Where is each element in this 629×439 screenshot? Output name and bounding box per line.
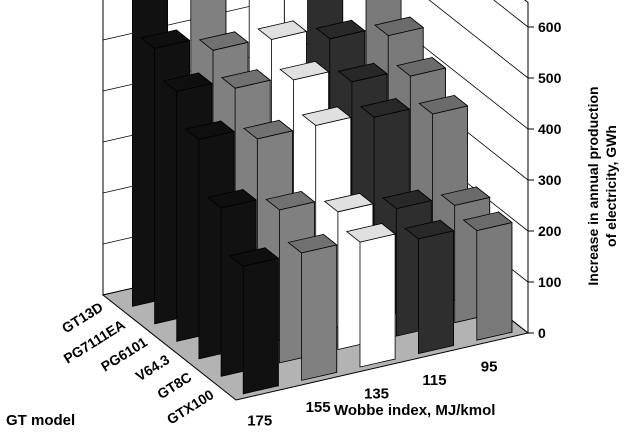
z-tick-label: 600 — [538, 19, 562, 35]
bar-top-face — [257, 20, 308, 40]
z-tick-label: 500 — [538, 70, 562, 86]
bar-GTX100-175 — [228, 246, 280, 395]
z-tick-label: 100 — [538, 274, 562, 290]
bar-front-face — [301, 244, 338, 381]
bar-top-face — [418, 94, 469, 115]
bar-top-face — [373, 16, 425, 37]
bar-top-face — [396, 57, 447, 77]
bar-top-face — [198, 31, 249, 51]
x-category-label: 175 — [247, 412, 272, 429]
bar-top-face — [220, 69, 272, 89]
z-axis-ticks: 0 100 200 300 400 500 600 — [528, 19, 562, 341]
x-category-label: 115 — [422, 372, 446, 389]
z-tick-label: 300 — [538, 172, 562, 188]
bar-top-face — [206, 189, 258, 209]
x-axis-categories: 175 155 135 115 95 — [247, 359, 497, 430]
bar-top-face — [315, 19, 366, 40]
x-axis-title: Wobbe index, MJ/kmol — [334, 402, 495, 419]
bar-top-face — [287, 233, 338, 254]
bar-top-face — [323, 192, 374, 213]
bar-top-face — [228, 247, 280, 267]
chart-bars — [131, 0, 513, 395]
z-axis-title-line2: of electricity, GWh — [603, 125, 619, 247]
z-tick-label: 400 — [538, 121, 562, 137]
bar-front-face — [359, 233, 396, 368]
bar-GTX100-155 — [287, 233, 338, 381]
bar-top-face — [440, 186, 491, 206]
bar-top-face — [265, 190, 316, 211]
x-category-label: 135 — [364, 386, 389, 403]
bar-top-face — [345, 223, 397, 243]
bar-top-face — [382, 189, 433, 210]
bar-top-face — [462, 211, 513, 232]
bar-front-face — [417, 230, 454, 355]
bar-GTX100-135 — [345, 222, 397, 368]
x-category-label: 95 — [481, 359, 498, 376]
bar-top-face — [359, 98, 411, 118]
bar-top-face — [140, 29, 191, 49]
bar-top-face — [337, 62, 388, 83]
y-axis-title: GT model — [6, 412, 75, 429]
y-category-label: GT8C — [154, 369, 194, 402]
z-tick-label: 0 — [538, 325, 546, 341]
bar-top-face — [162, 72, 213, 92]
z-tick-label: 200 — [538, 223, 562, 239]
z-axis-title-line1: Increase in annual production — [585, 86, 601, 285]
bar-top-face — [184, 120, 235, 140]
bar-top-face — [279, 60, 330, 81]
bar-top-face — [243, 119, 294, 140]
bar-GTX100-115 — [404, 219, 455, 355]
bar-top-face — [301, 106, 352, 126]
y-category-label: V64.3 — [133, 351, 173, 384]
bar-top-face — [404, 219, 455, 240]
bar-GTX100-95 — [462, 211, 513, 341]
x-category-label: 155 — [306, 399, 331, 416]
bar-front-face — [476, 221, 513, 341]
bar-front-face — [242, 257, 279, 395]
